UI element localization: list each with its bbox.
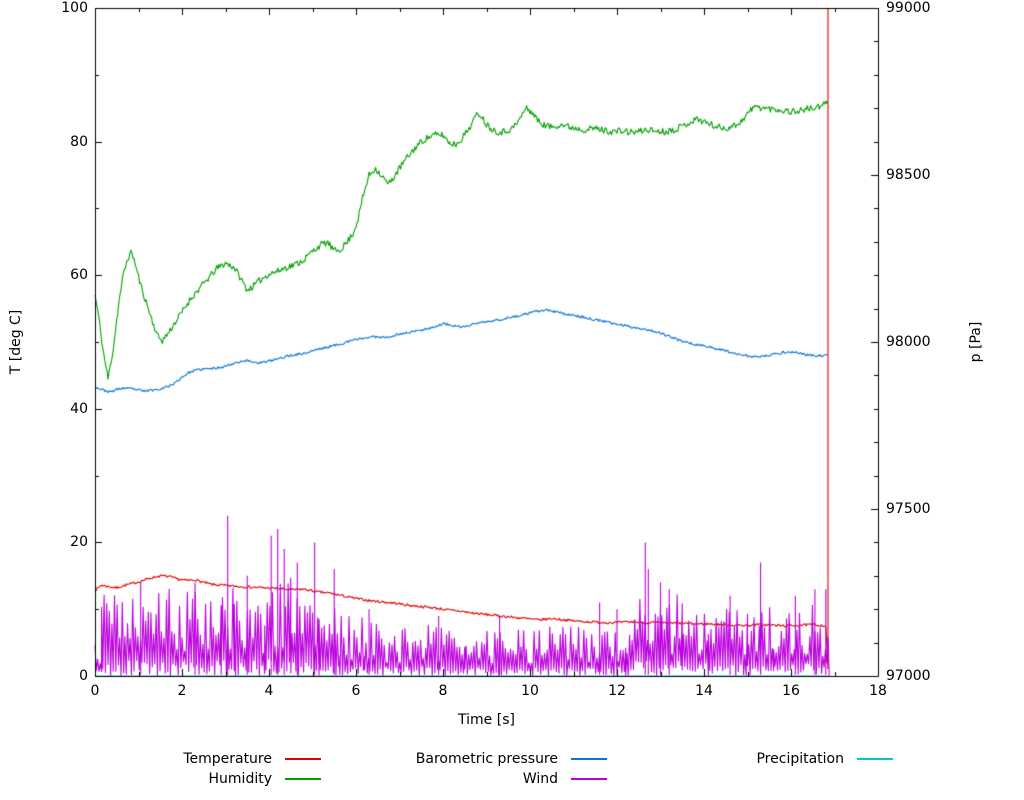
y-left-tick-label: 60 bbox=[70, 267, 88, 284]
x-tick-label: 12 bbox=[608, 683, 626, 699]
chart-legend: Temperature Barometric pressure Precipitat… bbox=[35, 749, 893, 789]
y-right-tick-label: 98000 bbox=[886, 334, 931, 350]
y-right-tick-label: 98500 bbox=[886, 167, 931, 183]
legend-item-wind: Wind bbox=[321, 769, 607, 789]
y-left-tick-label: 20 bbox=[70, 534, 88, 551]
y-left-tick-label: 0 bbox=[79, 668, 88, 684]
y-left-axis-title: T [deg C] bbox=[8, 309, 24, 375]
legend-label: Barometric pressure bbox=[415, 751, 558, 767]
legend-line-sample bbox=[571, 778, 607, 780]
legend-label: Humidity bbox=[208, 771, 272, 787]
legend-line-sample bbox=[571, 758, 607, 760]
x-tick-label: 14 bbox=[695, 683, 713, 699]
legend-row: Humidity Wind bbox=[35, 769, 893, 789]
x-tick-label: 0 bbox=[90, 683, 100, 699]
x-tick-label: 4 bbox=[264, 683, 274, 699]
y-right-axis-title: p [Pa] bbox=[968, 321, 984, 363]
x-axis-title: Time [s] bbox=[458, 712, 515, 728]
y-left-tick-label: 80 bbox=[70, 133, 88, 150]
y-right-tick-label: 97000 bbox=[886, 668, 931, 684]
legend-item-barometric-pressure: Barometric pressure bbox=[321, 749, 607, 769]
x-tick-label: 16 bbox=[782, 683, 800, 699]
legend-label: Temperature bbox=[183, 751, 272, 767]
legend-row: Temperature Barometric pressure Precipitat… bbox=[35, 749, 893, 769]
x-tick-label: 8 bbox=[438, 683, 448, 699]
y-left-tick-label: 100 bbox=[61, 0, 88, 16]
legend-line-sample bbox=[285, 758, 321, 760]
x-tick-label: 6 bbox=[351, 683, 361, 699]
y-left-tick-label: 40 bbox=[70, 400, 88, 417]
legend-item-precipitation: Precipitation bbox=[607, 749, 893, 769]
x-tick-label: 10 bbox=[521, 683, 539, 699]
x-tick-label: 18 bbox=[869, 683, 887, 699]
legend-label: Precipitation bbox=[756, 751, 844, 767]
y-right-tick-label: 97500 bbox=[886, 501, 931, 517]
legend-line-sample bbox=[857, 758, 893, 760]
x-tick-label: 2 bbox=[177, 683, 187, 699]
legend-label: Wind bbox=[522, 771, 558, 787]
y-right-tick-label: 99000 bbox=[886, 0, 931, 16]
legend-line-sample bbox=[285, 778, 321, 780]
legend-item-humidity: Humidity bbox=[35, 769, 321, 789]
legend-item-temperature: Temperature bbox=[35, 749, 321, 769]
